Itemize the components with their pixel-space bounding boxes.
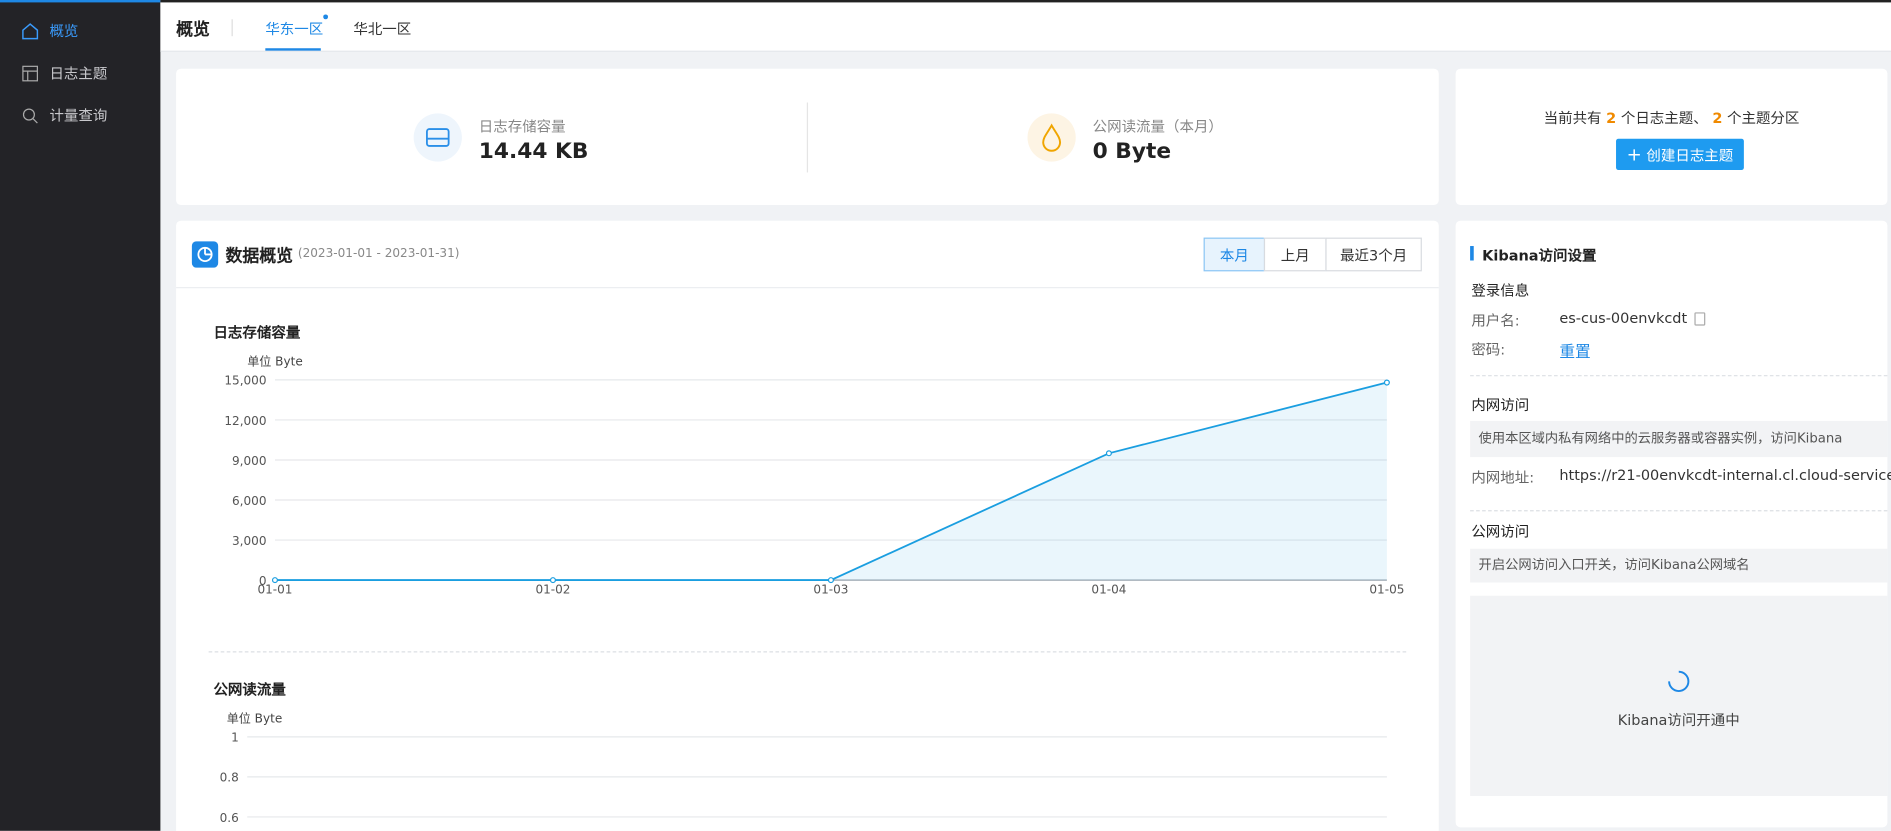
create-button[interactable]: + 创建日志主题	[1616, 138, 1744, 171]
icon-traffic	[1027, 113, 1076, 162]
divider	[1470, 375, 1888, 377]
stat-label: 日志存储容量	[478, 118, 566, 136]
intranet-url: https://r21-00envkcdt-internal.cl.cloud-…	[1559, 466, 1891, 484]
summary-text: 当前共有 2 个日志主题、 2 个主题分区	[1456, 107, 1888, 128]
icon-search	[22, 108, 38, 124]
overview-card: 数据概览 (2023-01-01 - 2023-01-31) 日志存储容量 单位…	[176, 220, 1439, 831]
date-range: (2023-01-01 - 2023-01-31)	[297, 247, 460, 261]
region-tab[interactable]: 华东一区	[265, 20, 324, 38]
tab-dot	[323, 14, 329, 20]
sidebar: 概览 日志主题 计量查询	[0, 0, 161, 831]
field-value: es-cus-00envkcdt	[1559, 309, 1706, 327]
button-label: 创建日志主题	[1646, 147, 1734, 165]
chart-unit: 单位 Byte	[226, 712, 283, 727]
partition-count: 2	[1712, 109, 1723, 127]
y-tick-label: 15,000	[224, 374, 266, 388]
topic-count: 2	[1606, 109, 1617, 127]
chart-unit: 单位 Byte	[247, 355, 303, 370]
period-button[interactable]: 最近3个月	[1325, 237, 1422, 272]
icon-home	[22, 23, 39, 40]
group-title: 内网访问	[1471, 396, 1530, 414]
period-button[interactable]: 本月	[1203, 237, 1266, 272]
title-bar	[1470, 246, 1474, 261]
field-label: 内网地址:	[1471, 469, 1535, 487]
y-tick-label: 3,000	[232, 534, 267, 548]
point	[1383, 379, 1390, 386]
period-button[interactable]: 上月	[1263, 237, 1327, 272]
y-tick-label: 1	[231, 731, 239, 745]
stats-card: 日志存储容量 14.44 KB 公网读流量（本月） 0 Byte	[176, 68, 1439, 206]
x-tick-label: 01-02	[535, 582, 570, 596]
status-text: Kibana访问开通中	[1617, 711, 1740, 729]
x-tick-label: 01-01	[257, 582, 292, 596]
point	[549, 577, 556, 584]
tab-underline	[265, 48, 321, 51]
spinner	[1668, 670, 1690, 692]
note: 使用本区域内私有网络中的云服务器或容器实例，访问Kibana	[1478, 430, 1843, 447]
y-tick-label: 0.8	[220, 771, 239, 785]
divider	[176, 287, 1439, 289]
chart-title: 日志存储容量	[213, 324, 301, 342]
progress-bar	[0, 0, 161, 3]
divider	[208, 651, 1407, 653]
nav-label: 日志主题	[49, 65, 108, 83]
nav-item[interactable]: 日志主题	[0, 55, 160, 91]
icon-topic	[22, 65, 38, 82]
group-title: 登录信息	[1471, 282, 1530, 300]
top-header: 概览 华东一区 华北一区	[160, 0, 1891, 52]
username: es-cus-00envkcdt	[1559, 309, 1688, 327]
page-title: 概览	[176, 20, 210, 40]
field-label: 密码:	[1471, 341, 1506, 359]
x-tick-label: 01-04	[1091, 582, 1126, 596]
group-title: 公网访问	[1471, 523, 1530, 541]
icon-storage	[413, 113, 462, 162]
chart-title: 公网读流量	[213, 681, 286, 699]
section-title: Kibana访问设置	[1482, 247, 1597, 265]
y-tick-label: 0.6	[220, 811, 239, 825]
note-box: 开启公网访问入口开关，访问Kibana公网域名	[1470, 548, 1888, 583]
area	[274, 382, 1387, 581]
divider	[806, 102, 809, 173]
region-tab[interactable]: 华北一区	[353, 20, 412, 38]
y-tick-label: 12,000	[224, 414, 266, 428]
stat-value: 0 Byte	[1092, 138, 1172, 165]
stat-value: 14.44 KB	[478, 138, 589, 165]
field-label: 用户名:	[1471, 312, 1520, 330]
point	[827, 577, 834, 584]
nav-item[interactable]: 计量查询	[0, 98, 160, 134]
summary-prefix: 当前共有	[1543, 109, 1602, 127]
nav-item[interactable]: 概览	[0, 13, 160, 49]
summary-unit: 个主题分区	[1727, 109, 1800, 127]
reset-link[interactable]: 重置	[1559, 343, 1591, 362]
note-box: 使用本区域内私有网络中的云服务器或容器实例，访问Kibana	[1470, 420, 1888, 458]
status-box: Kibana访问开通中	[1470, 595, 1888, 796]
point	[271, 577, 278, 584]
field-value: https://r21-00envkcdt-internal.cl.cloud-…	[1559, 467, 1891, 484]
divider	[231, 19, 233, 37]
y-tick-label: 0	[259, 574, 267, 588]
y-tick-label: 6,000	[232, 494, 267, 508]
summary-unit: 个日志主题、	[1620, 109, 1708, 127]
summary-card: 当前共有 2 个日志主题、 2 个主题分区 + 创建日志主题	[1455, 68, 1888, 206]
x-tick-label: 01-03	[813, 582, 848, 596]
icon-overview	[191, 241, 219, 268]
copy-icon[interactable]	[1694, 312, 1706, 326]
nav-label: 概览	[49, 22, 79, 40]
nav-label: 计量查询	[49, 107, 108, 125]
stat-label: 公网读流量（本月）	[1092, 118, 1223, 136]
section-title: 数据概览	[225, 247, 294, 267]
divider	[1470, 510, 1888, 512]
point	[1105, 450, 1112, 457]
y-tick-label: 9,000	[232, 454, 267, 468]
x-tick-label: 01-05	[1369, 582, 1404, 596]
note: 开启公网访问入口开关，访问Kibana公网域名	[1478, 557, 1750, 573]
